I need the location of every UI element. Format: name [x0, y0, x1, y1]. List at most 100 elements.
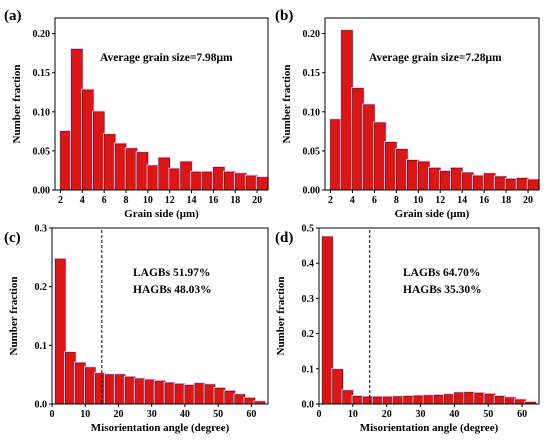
- bar: [74, 362, 86, 405]
- bar: [174, 383, 186, 405]
- annotation-text: Average grain size=7.28μm: [369, 52, 502, 64]
- x-axis-label: Misorientation angle (degree): [360, 422, 499, 434]
- bar: [516, 177, 529, 191]
- annotation-text: HAGBs 35.30%: [403, 284, 482, 296]
- bar: [464, 392, 475, 405]
- bar: [383, 396, 394, 405]
- y-tick-label: 0.15: [303, 68, 321, 79]
- x-axis-label: Misorientation angle (degree): [91, 422, 230, 434]
- bar: [94, 373, 106, 405]
- x-tick-label: 8: [394, 195, 399, 206]
- annotation-text: Average grain size=7.98μm: [100, 52, 233, 64]
- y-tick-label: 0.20: [33, 29, 51, 40]
- bar: [84, 367, 96, 405]
- bar: [423, 395, 435, 405]
- x-tick-label: 0: [317, 409, 322, 420]
- bar: [393, 396, 404, 405]
- bar: [114, 374, 126, 405]
- bar: [71, 48, 83, 191]
- x-tick-label: 0: [50, 409, 55, 420]
- bar: [505, 178, 518, 191]
- bar: [82, 89, 94, 191]
- bar: [244, 397, 256, 405]
- bar: [194, 383, 206, 405]
- x-tick-label: 2: [58, 195, 63, 206]
- bar: [515, 399, 526, 405]
- x-tick-label: 4: [350, 195, 355, 206]
- bar: [454, 392, 465, 405]
- x-tick-label: 30: [147, 409, 157, 420]
- bar: [147, 165, 160, 191]
- axis-frame: [324, 17, 540, 191]
- bar: [55, 258, 66, 405]
- bar: [154, 380, 166, 405]
- bar: [385, 142, 397, 191]
- bar: [443, 394, 455, 405]
- bar: [245, 175, 258, 191]
- bar: [92, 111, 105, 191]
- x-tick-label: 6: [102, 195, 107, 206]
- y-tick-label: 0.15: [33, 68, 51, 79]
- bar: [125, 148, 138, 191]
- x-tick-label: 40: [449, 409, 459, 420]
- bar: [136, 152, 149, 191]
- x-tick-label: 18: [501, 195, 511, 206]
- y-axis-label: Number fraction: [8, 277, 20, 356]
- x-tick-label: 14: [457, 195, 467, 206]
- y-axis-label: Number fraction: [275, 277, 287, 356]
- x-tick-label: 40: [180, 409, 190, 420]
- bar: [256, 177, 269, 191]
- y-tick-label: 0.4: [302, 259, 315, 270]
- y-tick-label: 0.1: [35, 341, 48, 352]
- bar: [417, 161, 430, 191]
- bar: [202, 171, 214, 191]
- bar: [104, 374, 116, 405]
- x-tick-label: 10: [413, 195, 423, 206]
- panel-b: 2 4 6 8 10 12 14 16 18 20 0.00 0.05 0.10 0.15 0.20 Grai…: [275, 8, 541, 220]
- x-tick-label: 10: [143, 195, 153, 206]
- y-tick-label: 0.05: [303, 146, 321, 157]
- bar: [191, 171, 203, 191]
- y-tick-label: 0.3: [302, 294, 315, 305]
- x-tick-label: 60: [246, 409, 256, 420]
- bar: [504, 397, 516, 405]
- panel-label: (a): [4, 8, 22, 24]
- x-tick-label: 30: [416, 409, 426, 420]
- panel-label: (c): [4, 230, 21, 246]
- x-tick-label: 6: [372, 195, 377, 206]
- bar: [184, 384, 196, 405]
- y-tick-label: 0.00: [303, 186, 321, 197]
- bar: [134, 378, 146, 405]
- axis-frame: [318, 227, 540, 405]
- x-tick-label: 8: [124, 195, 129, 206]
- bar: [330, 119, 342, 191]
- bar: [214, 387, 226, 405]
- bar: [213, 167, 225, 191]
- annotation-text: HAGBs 48.03%: [133, 284, 212, 296]
- x-tick-label: 20: [252, 195, 262, 206]
- bar: [483, 173, 496, 191]
- bar: [362, 396, 374, 405]
- bar: [332, 369, 343, 405]
- bar: [494, 176, 507, 191]
- x-tick-label: 14: [187, 195, 197, 206]
- bar: [407, 159, 419, 191]
- y-tick-label: 0.00: [33, 186, 51, 197]
- bar: [234, 394, 246, 405]
- bar: [234, 173, 247, 191]
- bar: [64, 352, 76, 405]
- axis-frame: [54, 17, 269, 191]
- bar: [342, 390, 354, 405]
- bar: [461, 172, 474, 191]
- bar: [494, 395, 506, 405]
- panel-label: (d): [275, 230, 293, 246]
- bar: [352, 88, 364, 191]
- bar: [224, 171, 236, 191]
- y-tick-label: 0.0: [35, 400, 48, 411]
- bar: [363, 104, 375, 191]
- y-tick-label: 0.20: [303, 29, 321, 40]
- bar: [352, 395, 364, 405]
- axis-frame: [51, 227, 269, 405]
- bar: [439, 170, 452, 191]
